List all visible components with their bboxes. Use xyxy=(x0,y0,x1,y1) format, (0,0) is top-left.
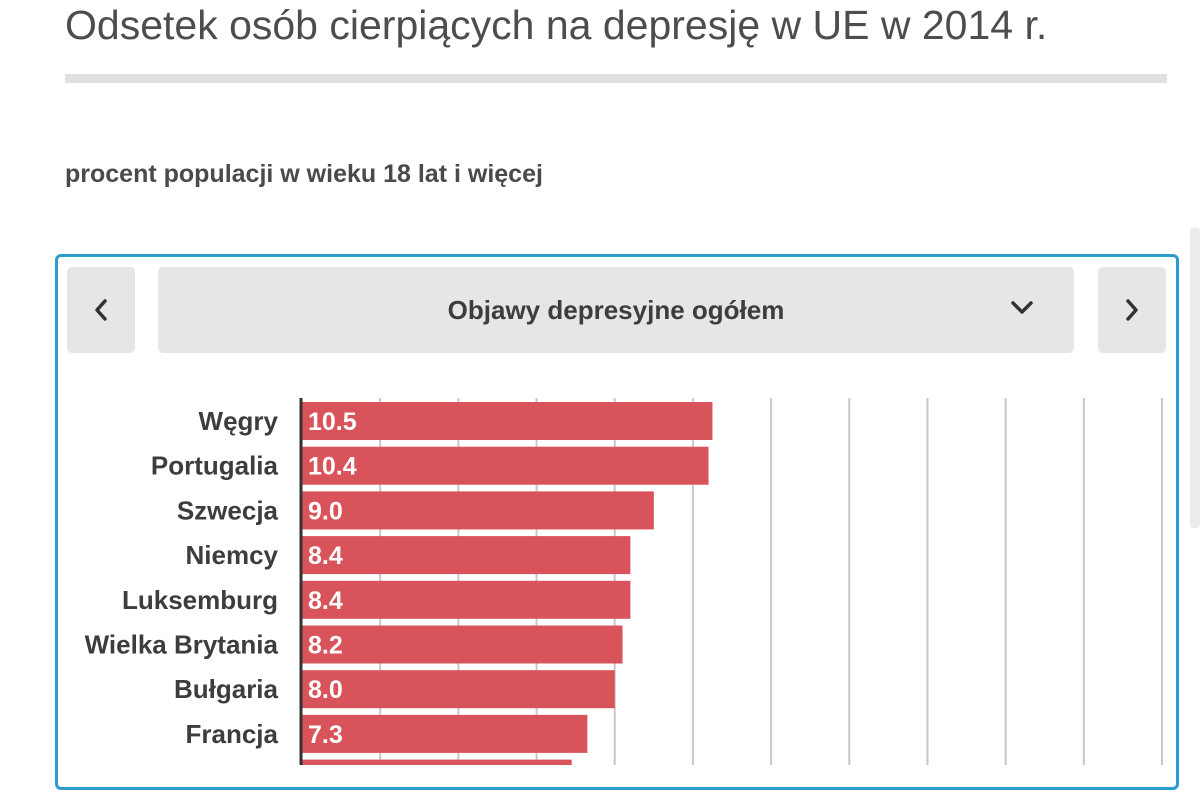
value-label: 10.5 xyxy=(308,408,357,436)
indicator-select[interactable]: Objawy depresyjne ogółem xyxy=(158,267,1074,353)
value-label: 8.4 xyxy=(308,587,343,615)
chevron-right-icon xyxy=(1126,299,1138,321)
chevron-left-icon xyxy=(95,299,107,321)
value-label: 8.2 xyxy=(308,632,343,660)
bar xyxy=(302,759,572,765)
bar xyxy=(302,580,631,619)
category-label: Szwecja xyxy=(177,495,279,525)
value-label: 9.0 xyxy=(308,497,343,525)
value-label: 8.4 xyxy=(308,542,343,570)
page-scrollbar[interactable] xyxy=(1190,228,1200,528)
category-label: Francja xyxy=(186,719,279,749)
bar xyxy=(302,714,588,753)
bar xyxy=(302,446,709,485)
category-label: Portugalia xyxy=(151,451,279,481)
previous-button[interactable] xyxy=(67,267,135,353)
page-title: Odsetek osób cierpiących na depresję w U… xyxy=(65,2,1048,48)
category-label: Niemcy xyxy=(186,540,279,570)
bar xyxy=(302,625,623,664)
indicator-select-label: Objawy depresyjne ogółem xyxy=(447,294,785,325)
value-label: 7.3 xyxy=(308,721,343,749)
next-button[interactable] xyxy=(1098,267,1166,353)
category-label: Wielka Brytania xyxy=(85,630,279,660)
value-label: 8.0 xyxy=(308,676,343,704)
category-label: Bułgaria xyxy=(174,674,279,704)
chevron-down-icon xyxy=(1011,301,1033,314)
bar xyxy=(302,491,654,530)
bar xyxy=(302,536,631,575)
bar xyxy=(302,402,713,440)
bar xyxy=(302,670,615,709)
category-label: Luksemburg xyxy=(122,585,278,615)
chart-subtitle: procent populacji w wieku 18 lat i więce… xyxy=(65,160,543,188)
title-divider xyxy=(65,74,1167,83)
value-label: 10.4 xyxy=(308,453,357,481)
category-label: Węgry xyxy=(199,406,279,436)
bar-chart: Węgry 10.5 Portugalia 10.4 Szwecja 9.0 Niemcy 8… xyxy=(85,398,1163,765)
